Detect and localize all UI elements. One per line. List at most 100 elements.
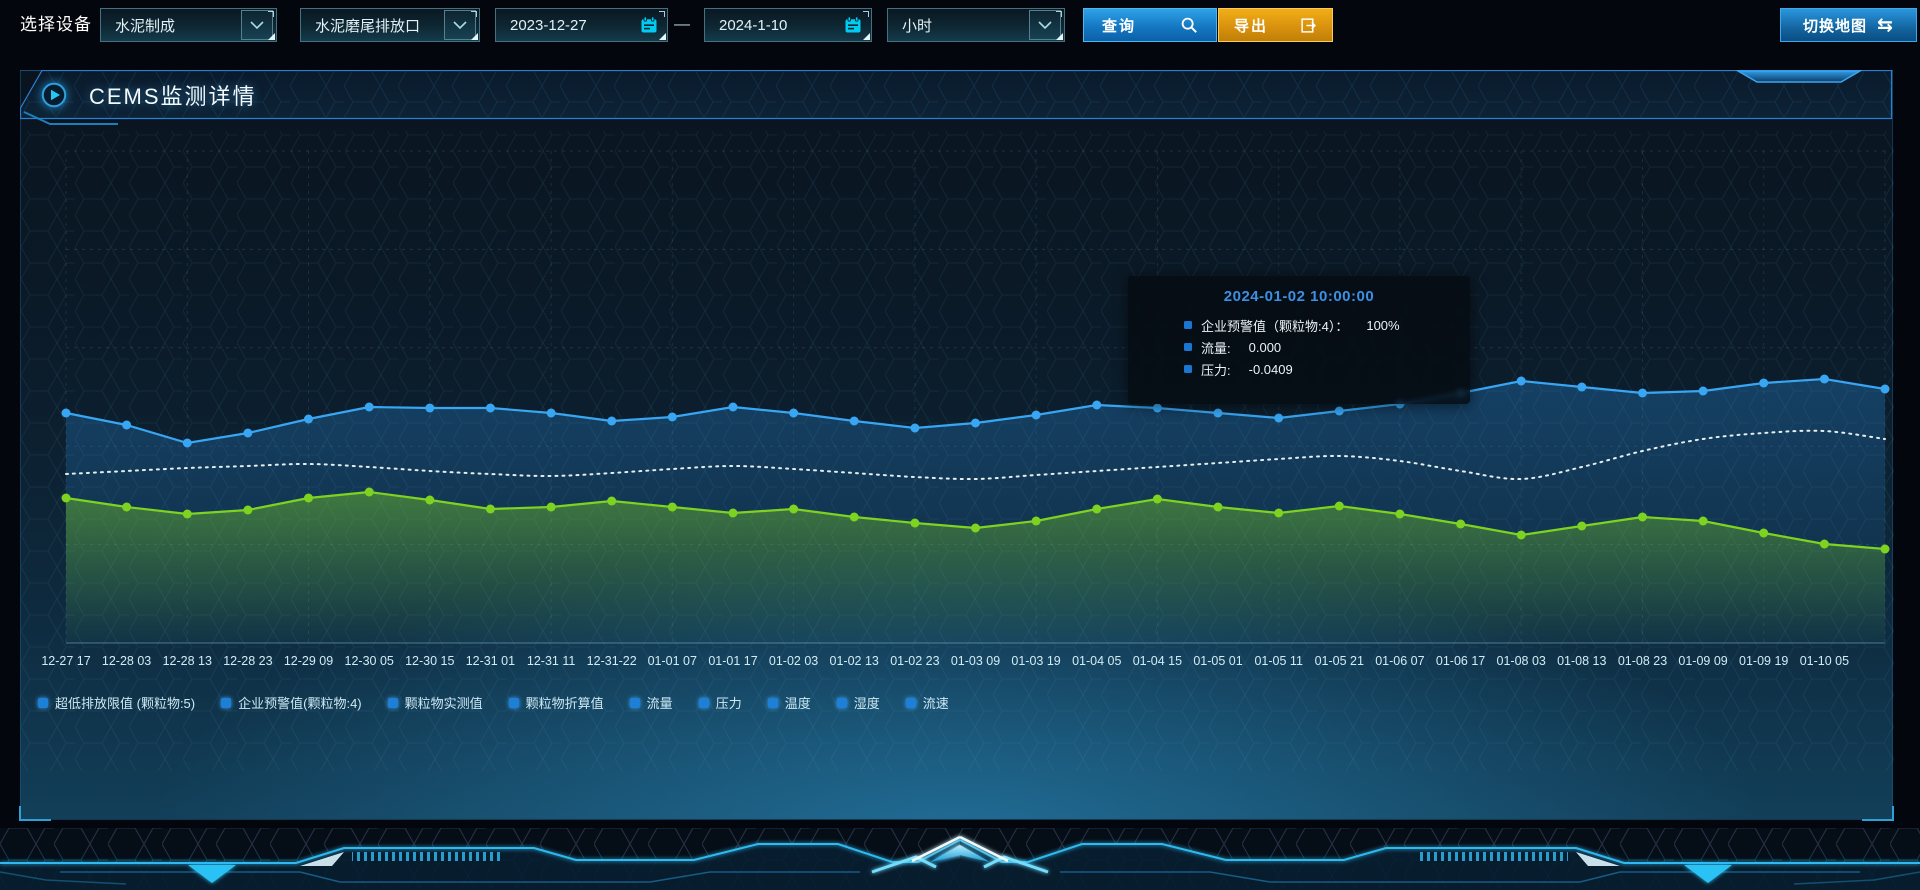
svg-text:01-03 09: 01-03 09 xyxy=(951,654,1000,668)
panel-header: CEMS监测详情 xyxy=(21,71,1892,119)
svg-text:01-05 01: 01-05 01 xyxy=(1193,654,1242,668)
svg-text:12-27 17: 12-27 17 xyxy=(41,654,90,668)
legend-label: 超低排放限值 (颗粒物:5) xyxy=(55,696,196,711)
svg-text:01-03 19: 01-03 19 xyxy=(1011,654,1060,668)
chevron-down-icon[interactable] xyxy=(241,10,273,40)
panel-title: CEMS监测详情 xyxy=(89,84,257,109)
chart-tooltip: 2024-01-02 10:00:00 企业预警值（颗粒物:4）： 100% 流量:… xyxy=(1128,276,1470,404)
start-date-value: 2023-12-27 xyxy=(510,16,587,34)
x-axis-labels: 12-27 17 12-28 03 12-28 13 12-28 23 12-29 09… xyxy=(41,654,1849,668)
start-date-picker[interactable]: 2023-12-27 xyxy=(495,8,668,42)
legend-marker-icon xyxy=(221,697,232,708)
swap-arrows-icon: ⇆ xyxy=(1877,14,1894,36)
svg-text:12-31-22: 12-31-22 xyxy=(587,654,637,668)
tooltip-item-label: 企业预警值（颗粒物:4）： xyxy=(1201,318,1349,334)
interval-select[interactable]: 小时 xyxy=(887,8,1065,42)
tooltip-item: 压力: -0.0409 xyxy=(1128,358,1470,380)
legend-item[interactable]: 湿度 xyxy=(836,693,880,712)
legend-marker-icon xyxy=(387,697,398,708)
chart-legend: 超低排放限值 (颗粒物:5) 企业预警值(颗粒物:4) 颗粒物实测值 颗粒物折算值 流量… xyxy=(38,693,949,712)
legend-label: 颗粒物折算值 xyxy=(525,696,604,711)
tooltip-item-label: 压力: xyxy=(1201,362,1231,378)
legend-item[interactable]: 流速 xyxy=(905,693,949,712)
export-button[interactable]: 导出 xyxy=(1218,8,1333,42)
line-green-points xyxy=(61,487,1890,554)
end-date-picker[interactable]: 2024-1-10 xyxy=(704,8,872,42)
svg-text:12-30 15: 12-30 15 xyxy=(405,654,454,668)
play-icon xyxy=(41,82,67,108)
chevron-down-icon[interactable] xyxy=(1029,10,1061,40)
tooltip-item-label: 流量: xyxy=(1201,340,1231,356)
svg-text:12-29 09: 12-29 09 xyxy=(284,654,333,668)
tooltip-item-value: -0.0409 xyxy=(1248,361,1293,377)
device-category-value: 水泥制成 xyxy=(115,17,176,35)
export-button-label: 导出 xyxy=(1234,17,1269,35)
svg-text:01-08 13: 01-08 13 xyxy=(1557,654,1606,668)
export-icon xyxy=(1300,17,1317,34)
legend-item[interactable]: 流量 xyxy=(629,693,673,712)
legend-label: 湿度 xyxy=(853,696,880,711)
svg-text:01-05 21: 01-05 21 xyxy=(1315,654,1364,668)
legend-marker-icon xyxy=(767,697,778,708)
legend-item[interactable]: 颗粒物实测值 xyxy=(387,693,483,712)
legend-marker-icon xyxy=(698,697,709,708)
tooltip-item-value: 100% xyxy=(1366,317,1400,333)
series-marker-icon xyxy=(1184,365,1192,373)
svg-text:01-04 15: 01-04 15 xyxy=(1133,654,1182,668)
svg-text:01-04 05: 01-04 05 xyxy=(1072,654,1121,668)
legend-item[interactable]: 企业预警值(颗粒物:4) xyxy=(221,693,362,712)
svg-text:01-05 11: 01-05 11 xyxy=(1254,654,1302,668)
line-blue-points xyxy=(61,374,1890,448)
panel-corner-accent-right xyxy=(1862,806,1894,821)
tooltip-timestamp: 2024-01-02 10:00:00 xyxy=(1223,288,1375,305)
calendar-icon[interactable] xyxy=(640,16,658,34)
calendar-icon[interactable] xyxy=(844,16,862,34)
legend-item[interactable]: 压力 xyxy=(698,693,742,712)
series-marker-icon xyxy=(1184,343,1192,351)
svg-text:01-09 09: 01-09 09 xyxy=(1678,654,1727,668)
svg-text:12-28 13: 12-28 13 xyxy=(163,654,212,668)
legend-label: 企业预警值(颗粒物:4) xyxy=(238,696,362,711)
svg-text:01-10 05: 01-10 05 xyxy=(1800,654,1849,668)
legend-item[interactable]: 温度 xyxy=(767,693,811,712)
legend-item[interactable]: 超低排放限值 (颗粒物:5) xyxy=(38,693,195,712)
switch-map-button-label: 切换地图 xyxy=(1803,17,1868,35)
query-button[interactable]: 查询 xyxy=(1083,8,1217,42)
outlet-select-value: 水泥磨尾排放口 xyxy=(315,17,421,35)
legend-label: 流速 xyxy=(922,696,949,711)
legend-label: 颗粒物实测值 xyxy=(404,696,483,711)
search-icon xyxy=(1180,16,1198,34)
svg-text:12-28 23: 12-28 23 xyxy=(223,654,272,668)
interval-select-value: 小时 xyxy=(902,17,933,35)
device-category-select[interactable]: 水泥制成 xyxy=(100,8,277,42)
svg-text:01-01 07: 01-01 07 xyxy=(648,654,697,668)
outlet-select[interactable]: 水泥磨尾排放口 xyxy=(300,8,480,42)
svg-text:01-08 03: 01-08 03 xyxy=(1497,654,1546,668)
svg-text:01-02 13: 01-02 13 xyxy=(830,654,879,668)
series-marker-icon xyxy=(1184,321,1192,329)
date-range-separator: — xyxy=(674,16,690,33)
chevron-down-icon[interactable] xyxy=(444,10,476,40)
cems-line-chart[interactable]: 12-27 17 12-28 03 12-28 13 12-28 23 12-29 09… xyxy=(21,71,1894,771)
legend-marker-icon xyxy=(629,697,640,708)
panel-title-bar xyxy=(20,70,1893,125)
toolbar: 选择设备 水泥制成 水泥磨尾排放口 2023-12-27 xyxy=(0,8,1920,42)
svg-text:12-31 11: 12-31 11 xyxy=(527,654,575,668)
svg-text:01-08 23: 01-08 23 xyxy=(1618,654,1667,668)
svg-text:01-09 19: 01-09 19 xyxy=(1739,654,1788,668)
tooltip-item: 企业预警值（颗粒物:4）： 100% xyxy=(1128,314,1470,336)
query-button-label: 查询 xyxy=(1102,17,1137,35)
legend-label: 温度 xyxy=(784,696,811,711)
legend-marker-icon xyxy=(905,697,916,708)
device-select-label: 选择设备 xyxy=(20,15,92,34)
legend-item[interactable]: 颗粒物折算值 xyxy=(508,693,604,712)
tooltip-item: 流量: 0.000 xyxy=(1128,336,1470,358)
area-line-green xyxy=(66,492,1885,643)
switch-map-button[interactable]: 切换地图 ⇆ xyxy=(1780,8,1917,42)
legend-label: 压力 xyxy=(715,696,742,711)
footer-decoration xyxy=(0,828,1920,890)
svg-text:12-30 05: 12-30 05 xyxy=(345,654,394,668)
svg-text:01-01 17: 01-01 17 xyxy=(708,654,757,668)
svg-text:01-06 17: 01-06 17 xyxy=(1436,654,1485,668)
